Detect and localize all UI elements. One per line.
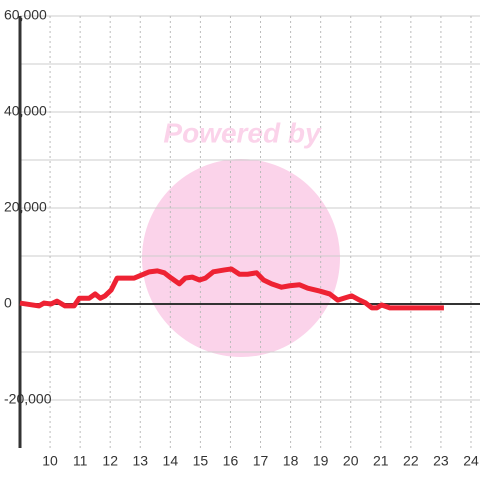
x-tick-label: 19 (313, 453, 329, 469)
x-tick-label: 18 (283, 453, 299, 469)
x-tick-label: 10 (42, 453, 58, 469)
x-tick-label: 12 (102, 453, 118, 469)
y-tick-label: 0 (4, 295, 12, 311)
x-tick-label: 21 (373, 453, 389, 469)
x-tick-label: 24 (463, 453, 479, 469)
y-tick-label: -20,000 (4, 391, 52, 407)
watermark-text: Powered by (163, 117, 322, 148)
y-tick-label: 40,000 (4, 103, 47, 119)
y-tick-label: 60,000 (4, 7, 47, 23)
x-tick-label: 17 (253, 453, 269, 469)
x-tick-label: 22 (403, 453, 419, 469)
data-line (19, 266, 444, 311)
x-tick-label: 14 (163, 453, 179, 469)
x-tick-label: 11 (73, 453, 88, 469)
x-tick-label: 20 (343, 453, 359, 469)
watermark-circle (142, 159, 340, 357)
x-tick-label: 13 (132, 453, 148, 469)
y-tick-label: 20,000 (4, 199, 47, 215)
x-tick-label: 15 (193, 453, 209, 469)
x-tick-label: 23 (433, 453, 449, 469)
x-tick-label: 16 (223, 453, 239, 469)
